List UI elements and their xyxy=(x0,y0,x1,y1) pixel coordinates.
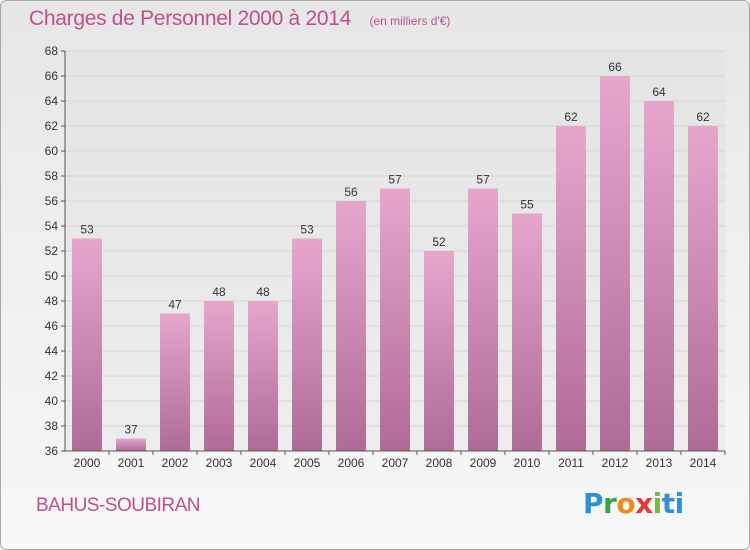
x-axis-ticks: 2000 2001 2002 2003 2004 2005 2006 2007 2008 2009… xyxy=(74,451,726,470)
y-tick-label: 58 xyxy=(45,169,59,183)
y-tick-label: 56 xyxy=(45,194,59,208)
x-tick-label: 2005 xyxy=(294,456,321,470)
x-tick-label: 2012 xyxy=(602,456,629,470)
bar-value-label: 37 xyxy=(124,423,138,437)
bar-value-label: 56 xyxy=(344,185,358,199)
x-tick-label: 2006 xyxy=(338,456,365,470)
bar xyxy=(468,188,498,451)
bar-value-label: 48 xyxy=(256,285,270,299)
y-tick-label: 62 xyxy=(45,119,59,133)
y-tick-label: 44 xyxy=(45,344,59,358)
x-tick-label: 2001 xyxy=(118,456,145,470)
x-tick-label: 2007 xyxy=(382,456,409,470)
bar xyxy=(248,301,278,451)
logo-letter: ti xyxy=(661,487,684,520)
bar xyxy=(204,301,234,451)
y-tick-label: 48 xyxy=(45,294,59,308)
bars: 53 37 47 48 48 53 56 57 52 57 55 62 66 64 62 xyxy=(72,60,718,451)
y-tick-label: 40 xyxy=(45,394,59,408)
x-tick-label: 2004 xyxy=(250,456,277,470)
bar xyxy=(644,101,674,451)
bar xyxy=(512,213,542,451)
logo-letter: P xyxy=(583,487,604,520)
bar xyxy=(380,188,410,451)
bar xyxy=(556,126,586,451)
logo-letter: i xyxy=(652,487,663,520)
town-name: BAHUS-SOUBIRAN xyxy=(36,495,201,516)
bar xyxy=(72,238,102,451)
bar-value-label: 57 xyxy=(388,173,402,187)
chart-title: Charges de Personnel 2000 à 2014 xyxy=(29,7,351,30)
logo-letter: o xyxy=(616,487,636,520)
x-tick-label: 2002 xyxy=(162,456,189,470)
y-tick-label: 60 xyxy=(45,144,59,158)
x-tick-label: 2011 xyxy=(558,456,584,470)
y-tick-label: 46 xyxy=(45,319,59,333)
bar-value-label: 57 xyxy=(476,173,490,187)
bar-value-label: 62 xyxy=(564,110,578,124)
bar-value-label: 53 xyxy=(300,223,314,237)
bar-value-label: 47 xyxy=(168,298,182,312)
bar xyxy=(292,238,322,451)
proxiti-logo[interactable]: Proxiti xyxy=(583,487,684,520)
bar-value-label: 64 xyxy=(652,85,666,99)
bar-value-label: 55 xyxy=(520,198,534,212)
logo-letter: x xyxy=(635,487,653,520)
x-tick-label: 2003 xyxy=(206,456,233,470)
y-tick-label: 36 xyxy=(45,444,59,458)
bar xyxy=(600,76,630,451)
bar-value-label: 48 xyxy=(212,285,226,299)
y-tick-label: 54 xyxy=(45,219,59,233)
y-tick-label: 42 xyxy=(45,369,59,383)
logo-letter: r xyxy=(603,487,617,520)
y-tick-label: 68 xyxy=(45,44,59,58)
bar xyxy=(424,251,454,451)
x-tick-label: 2010 xyxy=(514,456,541,470)
bar-value-label: 66 xyxy=(608,60,622,74)
bar xyxy=(336,201,366,451)
title-row: Charges de Personnel 2000 à 2014 (en mil… xyxy=(29,7,450,31)
y-tick-label: 52 xyxy=(45,244,59,258)
y-tick-label: 38 xyxy=(45,419,59,433)
x-tick-label: 2014 xyxy=(690,456,717,470)
bar xyxy=(116,438,146,451)
bar-value-label: 52 xyxy=(432,235,446,249)
y-tick-label: 66 xyxy=(45,69,59,83)
x-tick-label: 2009 xyxy=(470,456,497,470)
y-tick-label: 50 xyxy=(45,269,59,283)
y-axis-ticks: 36 38 40 42 44 46 48 50 52 54 56 58 60 62 64 66 68 xyxy=(45,44,65,458)
bar xyxy=(688,126,718,451)
y-tick-label: 64 xyxy=(45,94,59,108)
x-tick-label: 2008 xyxy=(426,456,453,470)
x-tick-label: 2000 xyxy=(74,456,101,470)
x-tick-label: 2013 xyxy=(646,456,673,470)
bar xyxy=(160,313,190,451)
bar-value-label: 62 xyxy=(696,110,710,124)
bar-value-label: 53 xyxy=(80,223,94,237)
chart-subtitle: (en milliers d'€) xyxy=(369,14,451,28)
